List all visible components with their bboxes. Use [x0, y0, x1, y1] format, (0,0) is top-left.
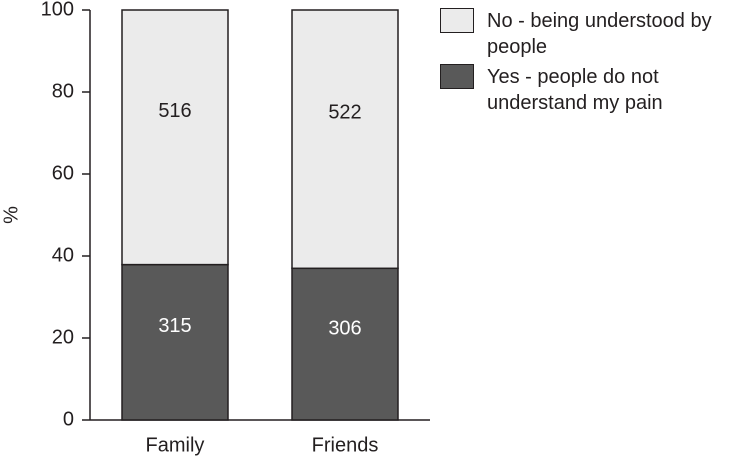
legend-swatch	[440, 8, 474, 33]
y-tick-label: 60	[52, 162, 74, 184]
y-tick-label: 80	[52, 80, 74, 102]
legend: No - being understood by people Yes - peo…	[440, 8, 730, 120]
y-tick-label: 40	[52, 244, 74, 266]
y-tick-label: 20	[52, 326, 74, 348]
data-label: 522	[328, 102, 361, 124]
legend-item: No - being understood by people	[440, 8, 730, 60]
x-tick-label: Friends	[312, 434, 379, 456]
legend-label: No - being understood by people	[487, 10, 712, 58]
data-label: 516	[158, 100, 191, 122]
y-axis-label: %	[0, 206, 22, 224]
bar-segment	[291, 9, 399, 270]
bar-segment	[291, 267, 399, 421]
bar-segment	[121, 263, 229, 421]
bar-segment	[121, 9, 229, 266]
x-tick-label: Family	[146, 434, 205, 456]
legend-swatch	[440, 64, 474, 89]
y-tick-label: 0	[63, 408, 74, 430]
y-tick-label: 100	[41, 0, 74, 20]
legend-label: Yes - people do not understand my pain	[487, 66, 663, 114]
data-label: 306	[328, 317, 361, 339]
legend-item: Yes - people do not understand my pain	[440, 64, 730, 116]
data-label: 315	[158, 315, 191, 337]
